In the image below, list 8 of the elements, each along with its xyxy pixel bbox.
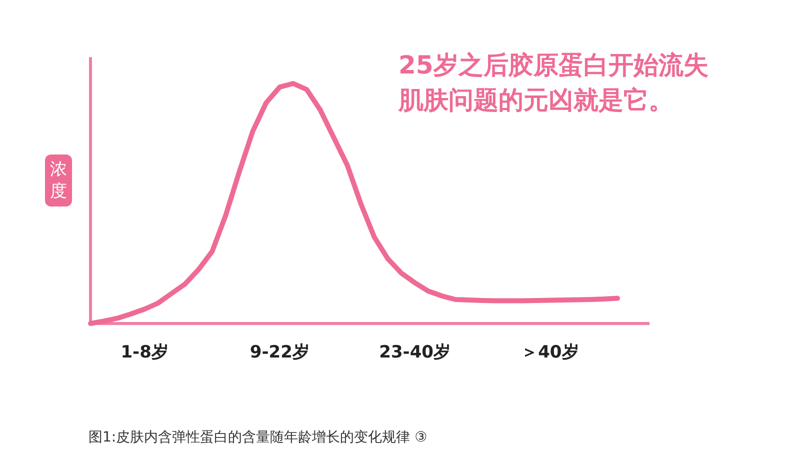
x-tick-label: 1-8岁 bbox=[120, 342, 168, 362]
chart-title: 25岁之后胶原蛋白开始流失 bbox=[398, 50, 708, 80]
x-tick-label: ＞40岁 bbox=[521, 342, 579, 362]
caption: 图1:皮肤内含弹性蛋白的含量随年龄增长的变化规律 ③ bbox=[88, 430, 428, 446]
x-tick-label: 23-40岁 bbox=[379, 342, 450, 362]
chart-subtitle: 肌肤问题的元凶就是它。 bbox=[398, 86, 674, 114]
x-tick-label: 9-22岁 bbox=[250, 342, 310, 362]
y-axis-title: 浓度 bbox=[50, 160, 67, 202]
